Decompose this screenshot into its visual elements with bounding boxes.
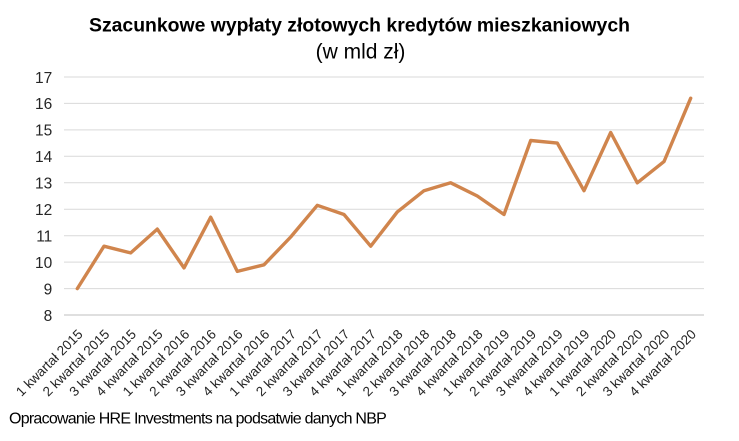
svg-text:17: 17 [35, 70, 52, 87]
svg-text:14: 14 [35, 149, 53, 166]
svg-text:12: 12 [35, 202, 52, 219]
svg-text:(w mld zł): (w mld zł) [316, 41, 406, 64]
svg-text:16: 16 [35, 96, 52, 113]
svg-text:8: 8 [44, 308, 53, 325]
svg-text:Szacunkowe wypłaty złotowych k: Szacunkowe wypłaty złotowych kredytów mi… [89, 15, 630, 37]
svg-text:Opracowanie HRE Investments na: Opracowanie HRE Investments na podsatwie… [9, 411, 386, 428]
svg-text:13: 13 [35, 176, 52, 193]
svg-text:11: 11 [36, 229, 52, 246]
svg-text:15: 15 [35, 123, 52, 140]
svg-text:10: 10 [35, 255, 53, 272]
svg-text:9: 9 [44, 281, 53, 298]
